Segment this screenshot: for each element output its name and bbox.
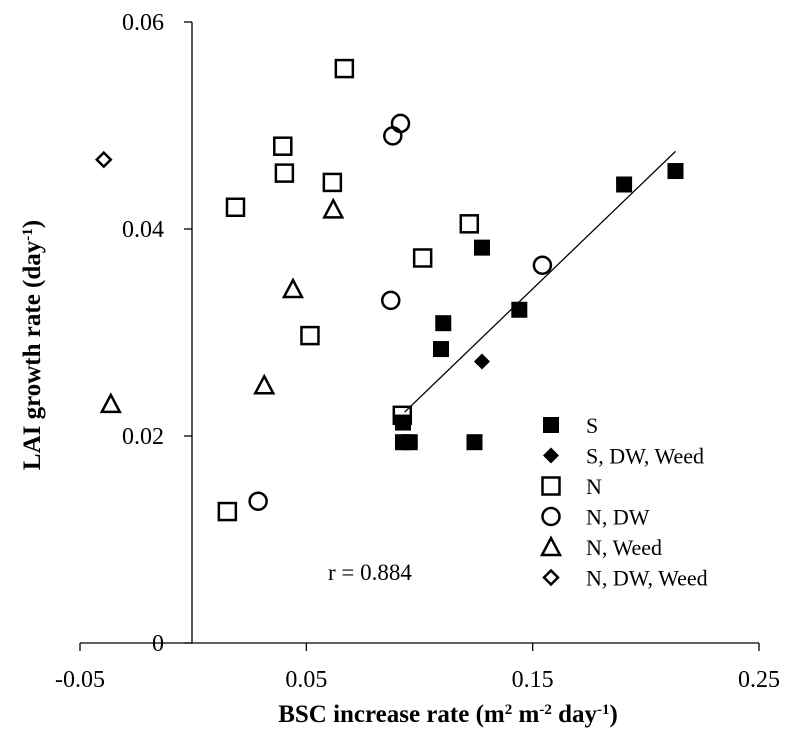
point-n-dw [381, 290, 401, 311]
point-n [217, 501, 238, 522]
point-s-dw-weed [473, 353, 490, 370]
y-axis-title: LAI growth rate (day-1) [19, 220, 46, 470]
legend-marker [541, 476, 561, 496]
trendline-segment [404, 150, 676, 413]
point-n [459, 214, 480, 234]
point-n-dw [248, 491, 268, 511]
point-n-dw [383, 126, 403, 146]
legend-marker [543, 417, 559, 433]
x-tick-label: -0.05 [55, 667, 105, 693]
ticks: 0 0.02 0.04 0.06 -0.05 0.05 0.15 0.25 [55, 10, 780, 693]
point-s [466, 434, 483, 451]
point-n [334, 58, 355, 79]
point-s [473, 239, 490, 256]
point-n-weed [99, 392, 122, 414]
x-tick-label: 0.05 [285, 667, 327, 693]
point-s [433, 341, 450, 358]
y-tick-label: 0.02 [122, 424, 164, 450]
point-n [322, 172, 343, 193]
legend-label: N, Weed [586, 535, 662, 560]
x-axis-title: BSC increase rate (m2 m-2 day-1) [278, 701, 618, 728]
point-s [667, 163, 684, 180]
point-n-weed [253, 373, 276, 395]
y-tick-label: 0 [152, 631, 164, 657]
legend-marker [541, 506, 561, 527]
point-n-dw-weed [94, 150, 113, 169]
point-n [300, 325, 320, 346]
point-s [511, 301, 528, 318]
point-n [412, 248, 433, 268]
legend: S S, DW, Weed N N, DW N, Weed N, DW, Weed [539, 413, 708, 591]
legend-label: S [586, 413, 598, 438]
point-n-dw [532, 255, 553, 275]
point-n [273, 136, 293, 156]
point-s [616, 176, 633, 193]
point-n-dw [390, 113, 411, 134]
legend-marker [543, 447, 559, 464]
point-n [274, 163, 295, 183]
annotation-r: r = 0.884 [328, 560, 412, 585]
legend-label: N [586, 474, 602, 499]
point-s [394, 434, 411, 451]
y-tick-label: 0.06 [122, 10, 164, 36]
trendline [404, 150, 676, 413]
x-tick-label: 0.25 [738, 667, 780, 693]
legend-label: S, DW, Weed [586, 444, 704, 469]
point-s [435, 315, 452, 332]
point-n-weed [281, 277, 305, 299]
x-tick-label: 0.15 [512, 667, 554, 693]
legend-label: N, DW, Weed [586, 566, 708, 591]
legend-marker [542, 568, 560, 587]
data-points [94, 58, 684, 522]
axes: 0 0.02 0.04 0.06 -0.05 0.05 0.15 0.25 [55, 10, 780, 693]
legend-marker [539, 535, 563, 557]
legend-label: N, DW [586, 505, 650, 530]
point-n [225, 197, 246, 218]
point-s [394, 414, 411, 431]
point-n-weed [322, 197, 345, 219]
y-tick-label: 0.04 [122, 217, 164, 243]
point-n [392, 405, 413, 426]
